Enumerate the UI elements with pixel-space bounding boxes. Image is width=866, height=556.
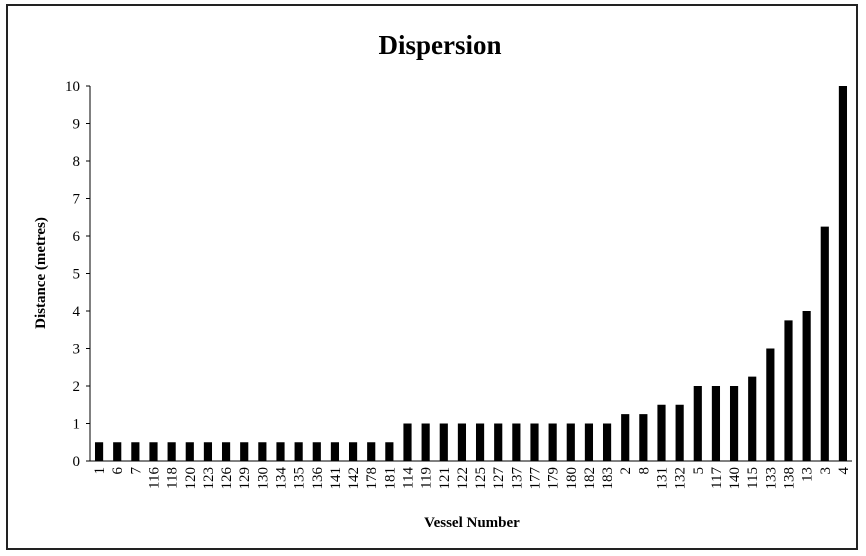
bar [494,423,503,461]
x-tick-label: 181 [382,467,398,490]
x-tick-label: 13 [800,467,816,482]
bar [258,442,267,461]
x-tick-label: 177 [528,467,544,490]
x-tick-label: 183 [600,467,616,490]
bar [385,442,394,461]
x-tick-label: 117 [709,467,725,489]
x-tick-label: 131 [655,467,671,490]
bar [240,442,249,461]
bar [784,320,793,461]
bar [185,442,194,461]
x-tick-label: 122 [455,467,471,490]
bar [639,414,648,461]
x-axis-label: Vessel Number [424,515,520,531]
x-tick-label: 1 [92,467,108,475]
y-tick-label: 7 [73,192,81,208]
bar [276,442,285,461]
bar [748,376,757,461]
y-tick-label: 5 [73,267,81,283]
bar [457,423,467,461]
chart-title: Dispersion [378,30,501,60]
bar [512,423,521,461]
x-tick-label: 132 [673,467,689,490]
bar [221,442,231,461]
x-tick-label: 141 [328,467,344,490]
x-tick-label: 2 [618,467,634,475]
x-tick-label: 133 [763,467,779,490]
x-tick-label: 123 [201,467,217,490]
x-tick-label: 7 [128,467,144,475]
bar [657,404,666,461]
x-tick-label: 137 [509,467,525,490]
bar [330,442,340,461]
x-tick-label: 129 [237,467,253,490]
bar [475,423,485,461]
bar [367,442,376,461]
y-tick-label: 6 [73,229,81,245]
y-tick-label: 9 [73,117,81,133]
x-tick-label: 6 [110,467,126,475]
y-tick-label: 3 [73,342,81,358]
x-tick-label: 130 [255,467,271,490]
bar [766,348,775,461]
bar [802,311,811,461]
y-tick-label: 8 [73,154,81,170]
bar [820,226,829,461]
x-tick-label: 135 [292,467,308,490]
x-tick-label: 115 [745,467,761,489]
y-tick-label: 10 [65,79,80,95]
y-tick-label: 1 [73,417,81,433]
x-tick-label: 140 [727,467,743,490]
bar [584,423,594,461]
x-tick-label: 118 [165,467,181,489]
bar [602,423,612,461]
x-tick-label: 120 [183,467,199,490]
x-tick-label: 116 [147,467,163,489]
x-tick-label: 125 [473,467,489,490]
x-tick-label: 134 [274,467,290,490]
x-tick-label: 3 [818,467,834,475]
x-tick-label: 182 [582,467,598,490]
bar [838,86,848,461]
bar [548,423,557,461]
x-tick-label: 179 [546,467,562,490]
bar [729,386,739,461]
bar [439,423,448,461]
x-tick-label: 136 [310,467,326,490]
x-tick-label: 121 [437,467,453,490]
x-tick-label: 180 [564,467,580,490]
bar [530,423,539,461]
bar [421,423,430,461]
x-tick-label: 127 [491,467,507,490]
bar [403,423,412,461]
x-tick-label: 142 [346,467,362,490]
bar [94,442,104,461]
x-tick-label: 119 [419,467,435,489]
bar [167,442,176,461]
x-tick-label: 138 [782,467,798,490]
y-tick-label: 0 [73,454,81,470]
x-tick-label: 8 [636,467,652,475]
bar [693,386,702,461]
bar [566,423,575,461]
bar [203,442,213,461]
bar [113,442,122,461]
bar [675,404,684,461]
bar [348,442,358,461]
bar [621,414,630,461]
x-tick-label: 114 [401,467,417,489]
y-tick-label: 4 [73,304,81,320]
bar [149,442,158,461]
x-tick-label: 126 [219,467,235,490]
bar [312,442,321,461]
x-tick-label: 178 [364,467,380,490]
bar [131,442,140,461]
x-tick-label: 4 [836,467,852,475]
bar [294,442,303,461]
y-tick-label: 2 [73,379,81,395]
bar [711,386,721,461]
x-tick-label: 5 [691,467,707,475]
y-axis-label: Distance (metres) [33,217,49,329]
